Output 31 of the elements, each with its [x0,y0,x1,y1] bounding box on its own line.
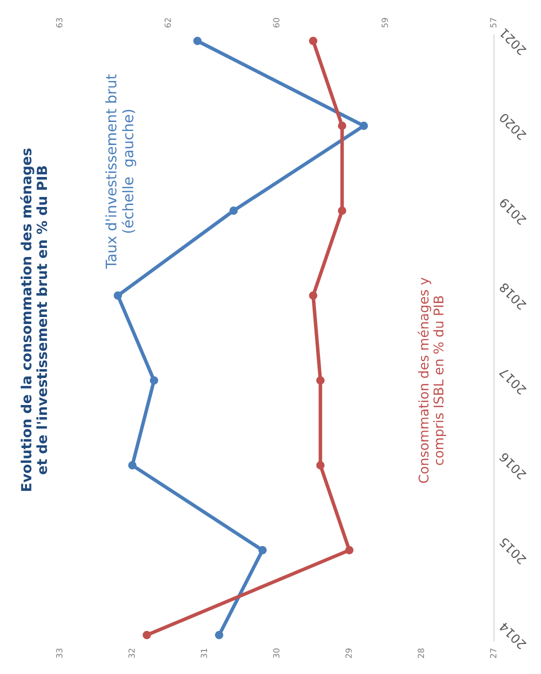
x-tick-label: 27 [490,648,496,658]
text: Taux d'investissement brut (échelle gauche) [105,74,136,269]
point [214,630,224,640]
x2-tick-label: 57 [490,18,496,28]
x2-tick-label: 60 [273,18,280,28]
x2-tick-label: 59 [382,18,388,28]
point [193,36,202,46]
point [142,630,151,640]
x-tick-label: 31 [200,648,208,658]
point [258,546,267,554]
point [360,122,368,130]
x2-tick-label: 63 [56,18,62,28]
x-tick-label: 30 [273,648,280,658]
point [114,291,122,300]
text: Consommation des ménages y compris ISBL en % du PIB [418,278,446,483]
point [150,376,158,385]
point [316,461,325,470]
x-tick-label: 33 [56,648,62,658]
point [338,122,346,130]
x-tick-label: 32 [128,648,135,658]
point [309,291,318,300]
text: Evolution de la consommation des ménages et de l'investissement brut en % du PIB [20,148,48,491]
point [338,206,346,215]
point [316,376,325,385]
point [128,461,136,470]
x2-tick-label: 62 [164,18,171,28]
point [229,206,238,215]
point [309,36,318,46]
x-tick-label: 28 [418,648,424,658]
x-tick-label: 29 [345,648,352,658]
point [345,546,354,554]
